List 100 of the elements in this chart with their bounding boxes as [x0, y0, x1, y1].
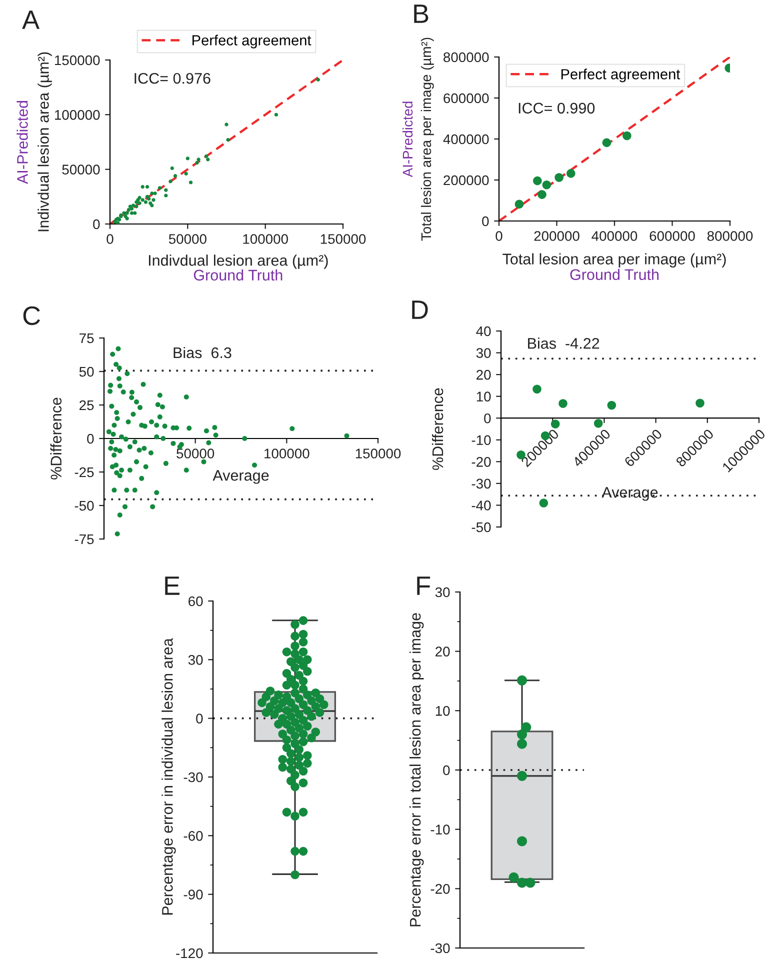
chart-title: C: [23, 306, 40, 326]
point: [532, 384, 542, 394]
y-axis-title: Percentage error in individual lesion area: [162, 638, 176, 915]
point: [140, 198, 144, 202]
point: [516, 729, 528, 740]
point: [316, 78, 320, 82]
x-tick-label: 400000: [592, 231, 638, 241]
point: [188, 180, 193, 184]
chart-title: D: [412, 300, 428, 319]
point: [539, 498, 548, 508]
point: [542, 180, 552, 190]
y-tick-label: 0: [93, 219, 100, 230]
point: [622, 131, 632, 140]
y-tick-label: 50000: [62, 164, 100, 175]
point: [516, 738, 528, 749]
x-tick-label: 600000: [650, 231, 695, 241]
point: [186, 156, 190, 160]
point: [533, 176, 542, 186]
point: [112, 220, 116, 224]
y-tick-label: 30: [435, 587, 450, 598]
y-axis-title: %Difference: [432, 388, 444, 470]
y-tick-label: -50: [74, 500, 94, 511]
y-tick-label: -75: [74, 534, 94, 544]
x-axis-title: Total lesion area per image (µm²) Ground Truth: [502, 253, 726, 280]
y-tick-label: 100000: [54, 110, 100, 120]
y-tick-label: 60: [188, 596, 203, 606]
point: [558, 399, 568, 408]
y-tick-label: -30: [472, 478, 491, 489]
y-axis-title: Percentage error in total lesion area per image: [409, 613, 424, 926]
y-tick-label: -40: [472, 500, 491, 510]
y-tick-label: 20: [436, 646, 450, 657]
point: [144, 200, 148, 204]
chart-title: A: [22, 10, 40, 29]
y-axis-title: AI-Predicted Indivdual lesion area (µm²): [16, 52, 52, 232]
y-tick-label: 800000: [444, 52, 489, 62]
y-tick-label: 30: [476, 348, 491, 358]
point: [138, 201, 142, 206]
chart-title: E: [165, 576, 180, 595]
point: [206, 158, 210, 162]
point: [164, 188, 168, 192]
point: [158, 186, 162, 190]
y-tick-label: 400000: [443, 134, 489, 144]
point: [152, 198, 156, 202]
point: [146, 197, 151, 201]
point: [224, 122, 228, 126]
point: [538, 190, 546, 199]
point: [122, 211, 126, 215]
x-tick-label: 800000: [707, 231, 753, 241]
point: [173, 174, 178, 178]
y-axis-title: %Difference: [50, 398, 62, 480]
point: [516, 770, 528, 781]
chart-title: B: [414, 4, 428, 23]
x-tick-label: 0: [106, 234, 114, 244]
point: [170, 166, 174, 170]
point: [150, 192, 154, 196]
x-tick-label: 100000: [264, 448, 310, 458]
point: [566, 169, 576, 178]
point: [516, 836, 528, 846]
y-tick-label: -60: [184, 831, 203, 841]
point: [140, 184, 144, 189]
chart-title: F: [417, 576, 430, 595]
y-tick-label: -20: [472, 457, 491, 467]
point: [153, 192, 157, 196]
point: [696, 398, 704, 408]
y-tick-label: 20: [476, 370, 491, 380]
x-tick-label: 150000: [320, 234, 366, 244]
x-axis-title: Indivdual lesion area (µm²) Ground Truth: [148, 254, 328, 281]
point: [131, 204, 136, 208]
point: [514, 200, 524, 209]
y-tick-label: -50: [472, 522, 491, 532]
annotation: ICC= 0.976: [134, 72, 210, 84]
legend-label: Perfect agreement: [561, 68, 680, 82]
y-tick-label: 30: [188, 655, 203, 665]
y-tick-label: 150000: [54, 55, 100, 66]
x-tick-label: 200000: [534, 231, 580, 241]
point: [274, 112, 278, 117]
y-tick-label: -10: [430, 824, 450, 835]
point: [602, 138, 612, 148]
point: [150, 204, 154, 208]
point: [226, 138, 230, 142]
y-tick-label: 50: [79, 366, 94, 377]
point: [204, 154, 208, 158]
point: [130, 211, 134, 215]
point: [138, 196, 142, 200]
point: [133, 211, 137, 215]
annotation: Bias 6.3: [174, 346, 232, 358]
y-tick-label: 0: [196, 714, 203, 724]
x-axis-title: Average: [212, 470, 269, 484]
y-tick-label: 200000: [444, 175, 489, 186]
point: [134, 204, 138, 208]
point: [554, 173, 564, 182]
y-tick-label: -90: [184, 890, 203, 900]
point: [116, 221, 120, 224]
point: [145, 184, 150, 189]
y-tick-label: -120: [176, 948, 203, 958]
point: [195, 160, 199, 165]
y-tick-label: 0: [482, 216, 489, 226]
y-tick-label: -25: [74, 467, 94, 478]
legend-label: Perfect agreement: [192, 34, 312, 48]
point: [128, 204, 132, 208]
